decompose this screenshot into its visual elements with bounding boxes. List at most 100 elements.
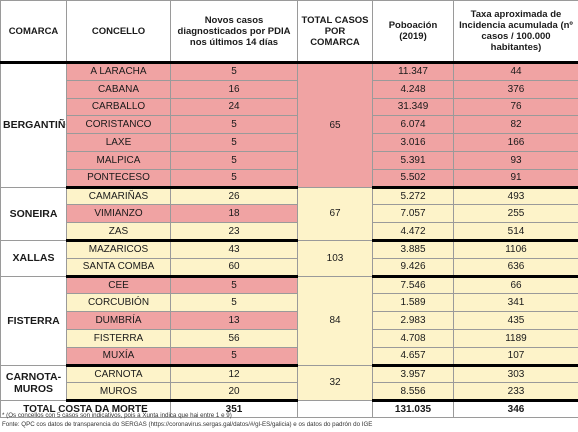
taxa-cell: 493 <box>453 186 578 206</box>
taxa-cell: 93 <box>453 150 578 170</box>
total-comarca-cell: 65 <box>297 62 373 188</box>
casos-cell: 18 <box>170 204 298 224</box>
table-row: SONEIRA CAMARIÑAS 26 67 5.272 493 <box>0 186 578 241</box>
casos-cell: 12 <box>170 364 298 384</box>
table-body: BERGANTIÑOS A LARACHA 5 65 11.347 44 CAB… <box>0 62 578 419</box>
table-row: XALLAS MAZARICOS 43 103 3.885 1106 <box>0 239 578 277</box>
casos-cell: 43 <box>170 239 298 259</box>
poboacion-cell: 6.074 <box>372 115 454 135</box>
comarca-cell: CARNOTA-MUROS <box>0 364 67 402</box>
casos-cell: 13 <box>170 311 298 330</box>
taxa-cell: 107 <box>453 346 578 367</box>
casos-cell: 24 <box>170 97 298 117</box>
concello-cell: CARNOTA <box>66 364 171 384</box>
footnotes: * (Os concellos con 5 casos son indicati… <box>2 411 576 429</box>
casos-cell: 20 <box>170 382 298 403</box>
poboacion-cell: 4.708 <box>372 328 454 348</box>
footnote-source: Fonte: QPC cos datos de transparencia do… <box>2 421 373 428</box>
taxa-cell: 91 <box>453 168 578 189</box>
taxa-cell: 376 <box>453 79 578 99</box>
concello-cell: MUROS <box>66 382 171 403</box>
concello-cell: VIMIANZO <box>66 204 171 224</box>
totals-row: TOTAL COSTA DA MORTE 351 131.035 346 <box>0 400 578 419</box>
taxa-cell: 66 <box>453 275 578 295</box>
header-row: COMARCA CONCELLO Novos casos diagnostica… <box>0 0 578 64</box>
table-row: CARBALLO 24 31.349 76 <box>1 97 578 117</box>
total-comarca-cell: 103 <box>297 239 373 277</box>
table-row: PONTECESO 5 5.502 91 <box>1 168 578 189</box>
poboacion-cell: 1.589 <box>372 293 454 313</box>
table-row: MUROS 20 8.556 233 <box>1 382 578 403</box>
table-row: FISTERRA CEE 5 84 7.546 66 <box>0 275 578 366</box>
casos-cell: 5 <box>170 133 298 152</box>
concello-cell: MUXÍA <box>66 346 171 367</box>
casos-cell: 5 <box>170 293 298 313</box>
footnote-indicative: * (Os concellos con 5 casos son indicati… <box>2 412 232 419</box>
table-row: CARNOTA-MUROS CARNOTA 12 32 3.957 303 <box>0 364 578 402</box>
taxa-cell: 82 <box>453 115 578 135</box>
poboacion-cell: 9.426 <box>372 257 454 278</box>
table-row: DUMBRÍA 13 2.983 435 <box>1 311 578 330</box>
poboacion-cell: 4.472 <box>372 222 454 242</box>
table-row: CORISTANCO 5 6.074 82 <box>1 115 578 135</box>
taxa-cell: 233 <box>453 382 578 403</box>
casos-cell: 23 <box>170 222 298 242</box>
header-comarca: COMARCA <box>0 0 67 64</box>
concello-cell: DUMBRÍA <box>66 311 171 330</box>
comarca-cell: XALLAS <box>0 239 67 277</box>
taxa-cell: 44 <box>453 62 578 81</box>
concello-cell: PONTECESO <box>66 168 171 189</box>
taxa-cell: 636 <box>453 257 578 278</box>
header-total: TOTAL CASOS POR COMARCA <box>297 0 373 64</box>
poboacion-cell: 5.502 <box>372 168 454 189</box>
poboacion-cell: 31.349 <box>372 97 454 117</box>
totals-taxa: 346 <box>453 400 578 419</box>
concello-cell: MALPICA <box>66 150 171 170</box>
table-row: SANTA COMBA 60 9.426 636 <box>1 257 578 278</box>
concello-cell: SANTA COMBA <box>66 257 171 278</box>
poboacion-cell: 4.657 <box>372 346 454 367</box>
header-poboacion: Poboación (2019) <box>372 0 454 64</box>
concello-cell: ZAS <box>66 222 171 242</box>
table-row: MALPICA 5 5.391 93 <box>1 150 578 170</box>
poboacion-cell: 7.546 <box>372 275 454 295</box>
header-concello: CONCELLO <box>66 0 171 64</box>
total-comarca-cell: 32 <box>297 364 373 402</box>
poboacion-cell: 3.957 <box>372 364 454 384</box>
casos-cell: 16 <box>170 79 298 99</box>
table-row: FISTERRA 56 4.708 1189 <box>1 328 578 348</box>
concello-cell: A LARACHA <box>66 62 171 81</box>
casos-cell: 60 <box>170 257 298 278</box>
casos-cell: 5 <box>170 62 298 81</box>
comarca-cell: SONEIRA <box>0 186 67 241</box>
table-row: VIMIANZO 18 7.057 255 <box>1 204 578 224</box>
poboacion-cell: 3.885 <box>372 239 454 259</box>
concello-cell: CARBALLO <box>66 97 171 117</box>
casos-cell: 26 <box>170 186 298 206</box>
totals-empty <box>297 400 373 419</box>
table-row: LAXE 5 3.016 166 <box>1 133 578 152</box>
concello-cell: CAMARIÑAS <box>66 186 171 206</box>
total-comarca-cell: 67 <box>297 186 373 241</box>
concello-cell: LAXE <box>66 133 171 152</box>
taxa-cell: 1189 <box>453 328 578 348</box>
casos-cell: 5 <box>170 168 298 189</box>
table-row: CORCUBIÓN 5 1.589 341 <box>1 293 578 313</box>
taxa-cell: 76 <box>453 97 578 117</box>
poboacion-cell: 3.016 <box>372 133 454 152</box>
table-row: CABANA 16 4.248 376 <box>1 79 578 99</box>
taxa-cell: 341 <box>453 293 578 313</box>
concello-cell: CEE <box>66 275 171 295</box>
totals-label: TOTAL COSTA DA MORTE <box>0 400 171 419</box>
poboacion-cell: 5.272 <box>372 186 454 206</box>
casos-cell: 56 <box>170 328 298 348</box>
taxa-cell: 435 <box>453 311 578 330</box>
table-row: ZAS 23 4.472 514 <box>1 222 578 242</box>
concello-cell: CORISTANCO <box>66 115 171 135</box>
concello-cell: CORCUBIÓN <box>66 293 171 313</box>
taxa-cell: 514 <box>453 222 578 242</box>
poboacion-cell: 2.983 <box>372 311 454 330</box>
poboacion-cell: 4.248 <box>372 79 454 99</box>
total-comarca-cell: 84 <box>297 275 373 366</box>
casos-cell: 5 <box>170 346 298 367</box>
